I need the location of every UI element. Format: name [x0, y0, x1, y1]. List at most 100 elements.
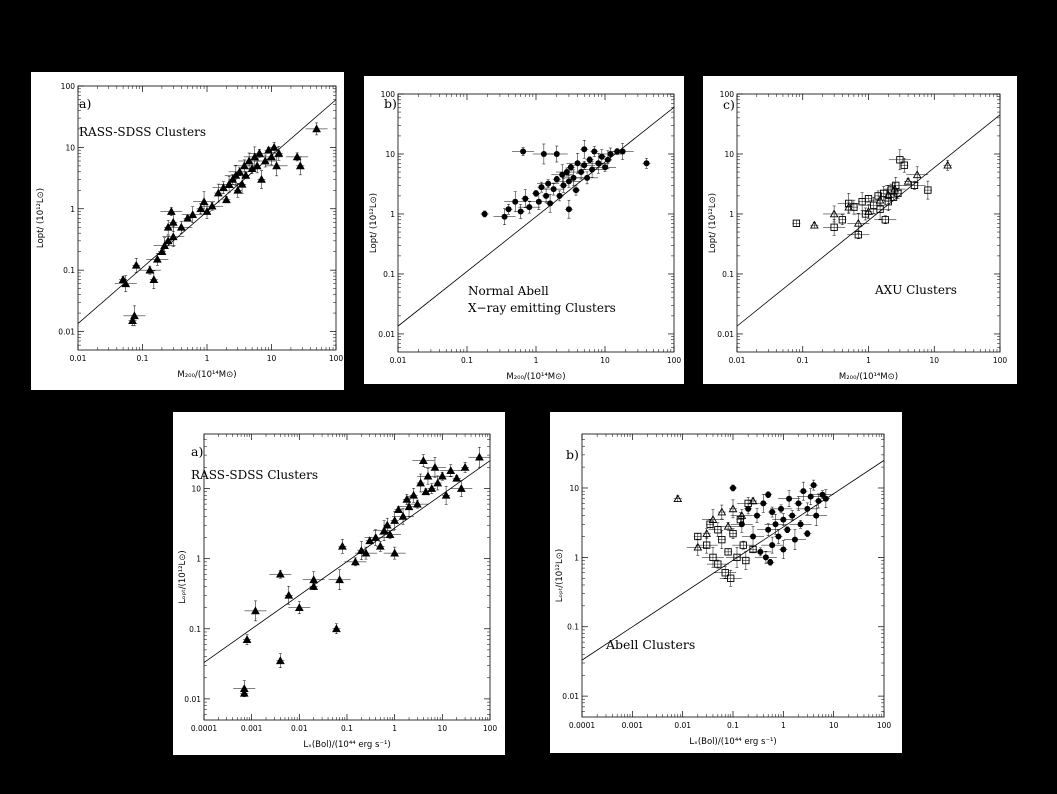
data-point — [237, 179, 247, 188]
x-tick-label: 10 — [267, 354, 277, 363]
y-axis-label: Lₒₚₜ/(10¹²L⊙) — [178, 550, 188, 603]
data-point — [723, 521, 733, 530]
data-point — [749, 545, 757, 554]
data-point — [765, 526, 772, 533]
data-point — [274, 148, 284, 157]
data-point — [540, 150, 547, 157]
chart-mass-axu: 0.01 0.1 1 10 100 0.01 0.1 1 10 100 M₂₀₀/(10¹⁴M⊙) L… — [708, 90, 1007, 382]
data-point — [188, 210, 198, 219]
data-point — [517, 208, 524, 215]
data-point — [520, 148, 527, 155]
data-point — [744, 499, 752, 508]
data-point — [284, 590, 294, 599]
data-point — [786, 495, 793, 502]
y-tick-label: 0.01 — [717, 330, 734, 339]
data-point — [757, 548, 764, 555]
data-point — [430, 462, 440, 471]
y-tick-label: 10 — [65, 143, 75, 152]
data-point — [409, 490, 418, 499]
data-point — [295, 161, 305, 170]
data-point — [775, 533, 782, 540]
data-point — [505, 206, 512, 213]
data-point — [619, 148, 626, 155]
x-tick-label: 0.01 — [674, 721, 691, 730]
x-tick-label: 100 — [667, 356, 682, 365]
x-tick-label: 10 — [929, 356, 939, 365]
data-point — [222, 195, 231, 204]
x-tick-label: 100 — [483, 724, 498, 733]
x-tick-label: 0.1 — [137, 354, 149, 363]
data-point — [338, 541, 347, 550]
data-point — [795, 500, 802, 507]
data-point — [481, 210, 488, 217]
data-point — [416, 478, 425, 487]
data-point — [813, 512, 820, 519]
x-tick-label: 1 — [781, 721, 786, 730]
data-point — [351, 557, 360, 566]
data-point — [804, 530, 811, 537]
chart-annotation: RASS-SDSS Clusters — [79, 125, 206, 139]
data-point — [553, 150, 560, 157]
data-point — [427, 484, 437, 492]
y-tick-label: 10 — [191, 485, 201, 494]
data-point — [829, 209, 839, 218]
data-point — [413, 499, 422, 508]
data-point — [602, 164, 608, 171]
data-point — [244, 156, 254, 165]
data-point — [559, 171, 566, 178]
data-point — [730, 484, 736, 491]
data-point — [876, 205, 884, 213]
y-tick-label: 1 — [729, 210, 734, 219]
data-point — [294, 603, 304, 612]
data-point — [769, 509, 776, 516]
data-point — [822, 495, 829, 502]
data-point — [272, 161, 281, 170]
data-point — [870, 201, 878, 209]
data-point — [163, 236, 173, 245]
data-point — [727, 574, 735, 582]
data-point — [252, 161, 262, 170]
data-point — [233, 185, 243, 194]
chart-panel-mass-axu: 0.01 0.1 1 10 100 0.01 0.1 1 10 100 M₂₀₀/(10¹⁴M⊙) L… — [703, 76, 1017, 384]
data-point — [807, 493, 814, 500]
data-point — [809, 220, 819, 229]
data-point — [213, 188, 223, 197]
data-point — [581, 146, 588, 153]
x-tick-label: 0.1 — [797, 356, 809, 365]
data-point — [573, 187, 580, 194]
x-axis-label: M₂₀₀/(10¹⁴M⊙) — [839, 372, 898, 382]
data-point — [815, 497, 822, 504]
plot-frame — [736, 93, 1001, 353]
y-tick-label: 10 — [569, 484, 579, 493]
data-point — [838, 216, 846, 224]
data-point — [890, 184, 900, 193]
data-point — [196, 204, 206, 213]
data-point — [673, 494, 683, 503]
data-point — [792, 219, 801, 227]
y-tick-label: 10 — [724, 150, 734, 159]
x-tick-label: 0.001 — [241, 724, 263, 733]
panel-label: b) — [384, 96, 397, 111]
x-tick-label: 0.01 — [291, 724, 308, 733]
data-point — [475, 452, 484, 461]
data-point — [693, 542, 703, 551]
data-point — [385, 530, 395, 538]
data-point — [421, 487, 431, 496]
data-point — [887, 186, 895, 194]
x-tick-label: 100 — [329, 354, 344, 363]
data-point — [736, 515, 745, 524]
data-point — [157, 247, 167, 255]
data-point — [522, 195, 529, 202]
data-point — [717, 507, 727, 516]
y-tick-label: 100 — [61, 82, 76, 91]
x-tick-label: 0.1 — [461, 356, 473, 365]
data-point — [152, 254, 162, 263]
y-tick-label: 0.1 — [383, 270, 395, 279]
x-axis-label: M₂₀₀/(10¹⁴M⊙) — [506, 372, 565, 382]
data-point — [586, 156, 593, 163]
data-point — [553, 176, 560, 183]
data-point — [607, 150, 614, 157]
x-tick-label: 0.0001 — [191, 724, 217, 733]
data-point — [501, 213, 508, 220]
data-point — [394, 505, 403, 513]
